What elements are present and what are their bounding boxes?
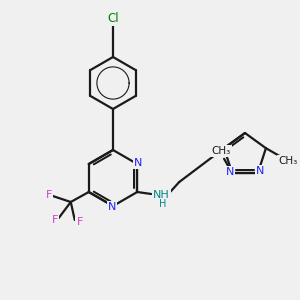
Text: N: N (226, 167, 234, 177)
Text: F: F (76, 217, 83, 227)
Text: N: N (108, 202, 116, 212)
Text: F: F (46, 190, 52, 200)
Text: CH₃: CH₃ (278, 156, 298, 166)
Text: H: H (159, 199, 166, 209)
Text: F: F (52, 215, 58, 225)
Text: N: N (256, 166, 264, 176)
Text: N: N (134, 158, 142, 168)
Text: NH: NH (153, 190, 169, 200)
Text: Cl: Cl (107, 11, 119, 25)
Text: CH₃: CH₃ (212, 146, 231, 156)
